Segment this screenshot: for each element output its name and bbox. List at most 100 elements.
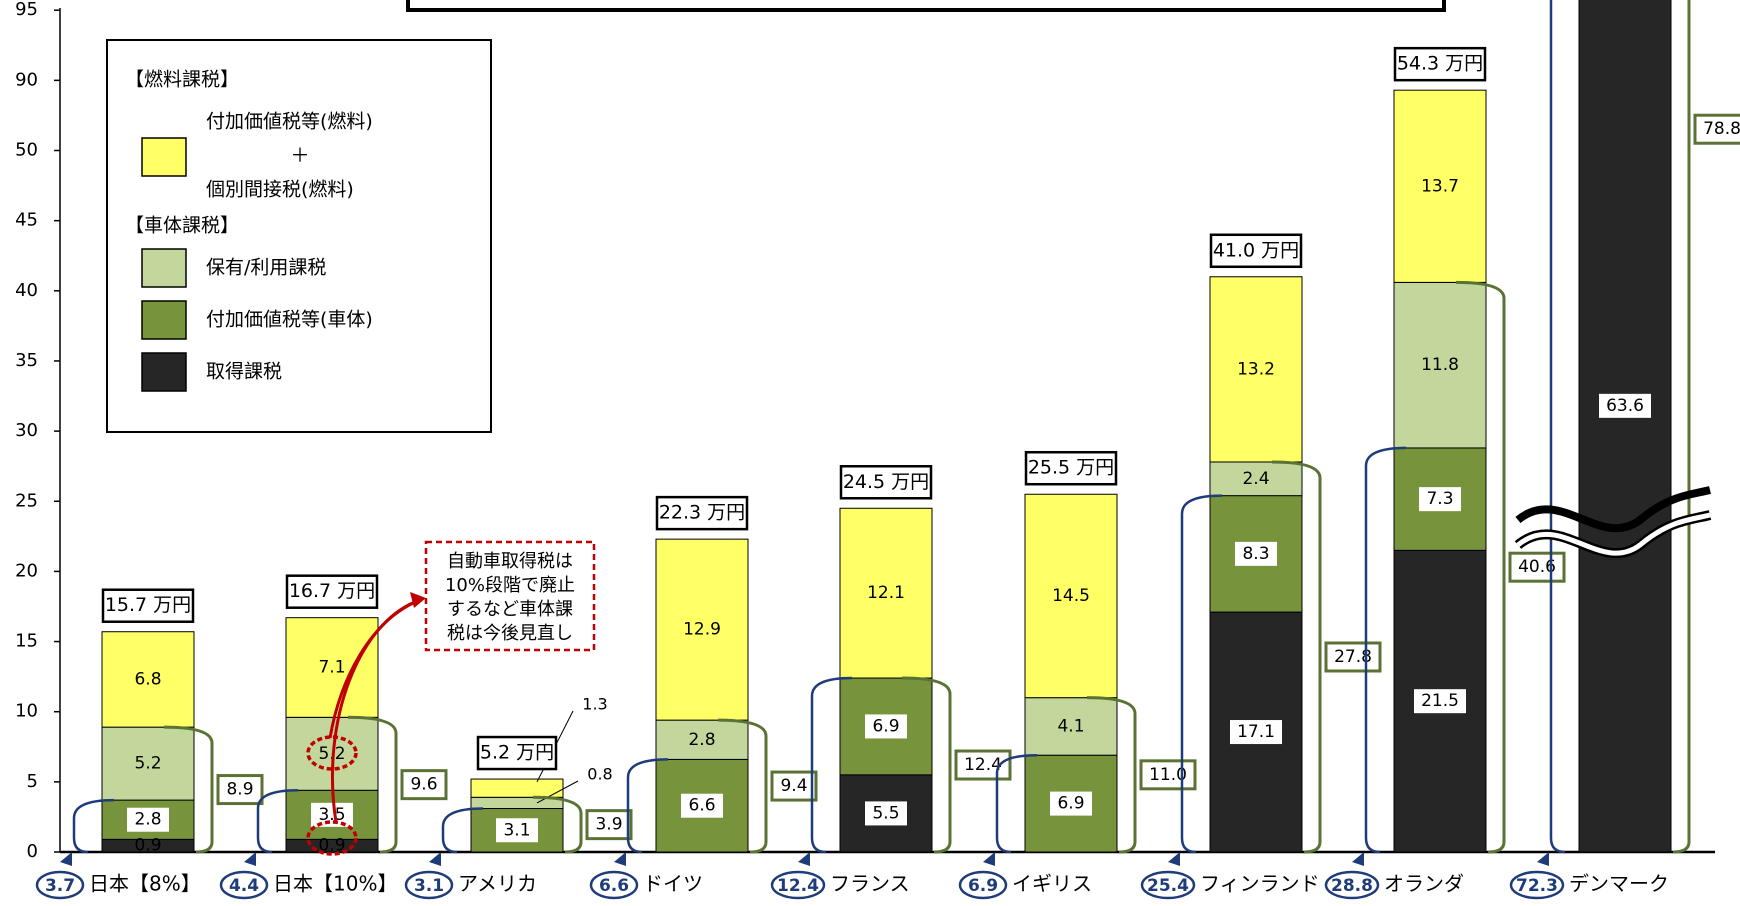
segment-label-bg xyxy=(127,807,169,832)
legend-swatch-own xyxy=(141,248,187,288)
total-label-box xyxy=(101,588,195,623)
x-label-prefix-circle xyxy=(35,870,85,900)
bar-segment-fuel xyxy=(101,631,195,728)
x-label-name: アメリカ xyxy=(458,872,537,896)
body-tax-label-box xyxy=(1508,551,1566,583)
leader-line xyxy=(536,780,579,804)
prefix-arrow xyxy=(60,852,72,866)
x-label-prefix: 3.1 xyxy=(414,876,444,896)
legend-label-fuel: 個別間接税(燃料) xyxy=(206,179,354,201)
segment-label: 13.7 xyxy=(1421,176,1459,196)
body-tax-label-box xyxy=(1139,759,1197,791)
x-label-name: イギリス xyxy=(1012,872,1092,896)
prefix-bracket xyxy=(995,753,1038,854)
body-tax-label: 8.9 xyxy=(226,780,253,800)
body-tax-bracket xyxy=(717,718,768,854)
prefix-arrow xyxy=(1537,852,1549,866)
segment-label: 13.2 xyxy=(1237,359,1275,379)
body-tax-label: 11.0 xyxy=(1149,765,1187,785)
bar-group-3: 6.6 2.8 12.9 22.3 万円 9.4 xyxy=(614,495,818,866)
x-label-prefix-circle xyxy=(1140,870,1196,900)
bar-group-2: 3.1 0.8 1.3 5.2 万円 3.9 xyxy=(429,695,633,866)
bar-group-1: 0.93.55.27.116.7 万円9.6 xyxy=(244,574,448,866)
body-tax-label-box xyxy=(216,774,264,806)
segment-label: 7.3 xyxy=(1426,489,1453,509)
x-label-prefix: 72.3 xyxy=(1516,876,1558,896)
segment-label: 63.6 xyxy=(1606,396,1644,416)
total-label-box xyxy=(285,574,379,609)
body-tax-label-box xyxy=(1324,641,1382,673)
segment-label: 0.9 xyxy=(318,836,345,856)
x-axis-labels: 3.7 日本【8%】 4.4 日本【10%】 3.1 アメリカ 6.6 ドイツ 12.4 フランス… xyxy=(35,870,1669,900)
y-tick-label: 95 xyxy=(15,0,38,20)
segment-label: 14.5 xyxy=(1052,586,1090,606)
axis-break-wave xyxy=(1514,486,1712,559)
bar-group-5: 6.9 4.1 14.5 25.5 万円 11.0 xyxy=(983,450,1197,866)
total-label-box xyxy=(655,495,749,531)
body-tax-bracket xyxy=(532,795,583,854)
segment-label: 1.3 xyxy=(582,695,607,714)
x-label-prefix-circle xyxy=(589,870,639,900)
x-label-prefix-circle xyxy=(404,870,454,900)
legend: 【燃料課税】付加価値税等(燃料) ＋ 個別間接税(燃料) 【車体課税】保有/利用課税付… xyxy=(106,39,492,433)
segment-label: 7.1 xyxy=(318,658,345,678)
x-label-prefix-circle xyxy=(1509,870,1565,900)
legend-group-header: 【車体課税】 xyxy=(125,215,239,237)
legend-swatch-vat xyxy=(141,300,187,340)
annotation-arrow xyxy=(331,598,421,823)
bar-group-4: 5.5 6.9 12.1 24.5 万円 12.4 xyxy=(798,465,1012,866)
body-tax-label-box xyxy=(770,770,818,802)
total-label: 25.5 万円 xyxy=(1028,457,1114,479)
bar-segment-fuel xyxy=(470,778,564,798)
y-tick-label: 5 xyxy=(27,771,38,792)
total-label-box xyxy=(1393,46,1487,82)
legend-label-acq: 取得課税 xyxy=(206,361,282,383)
legend-label-vat: 付加価値税等(車体) xyxy=(206,309,373,331)
segment-label: 8.3 xyxy=(1242,544,1269,564)
y-tick-label: 40 xyxy=(15,280,38,301)
segment-label: 2.8 xyxy=(688,730,715,750)
y-tick-label: 25 xyxy=(15,490,38,511)
segment-label-bg xyxy=(1230,720,1282,745)
total-label: 54.3 万円 xyxy=(1397,53,1483,75)
highlight-circle-own xyxy=(306,735,358,771)
bar-segment-fuel xyxy=(1209,276,1303,463)
highlight-circle-acq xyxy=(306,820,358,856)
x-label-name: オランダ xyxy=(1384,872,1464,896)
prefix-bracket xyxy=(1549,0,1566,854)
x-label-1: 4.4 日本【10%】 xyxy=(219,870,397,900)
total-label: 5.2 万円 xyxy=(480,742,554,764)
legend-swatch-fuel xyxy=(141,137,187,177)
body-tax-label: 9.6 xyxy=(410,775,437,795)
bar-segment-own xyxy=(1209,461,1303,497)
x-label-3: 6.6 ドイツ xyxy=(589,870,703,900)
x-label-prefix-circle xyxy=(958,870,1008,900)
body-tax-label-box xyxy=(585,809,633,841)
total-label: 16.7 万円 xyxy=(289,580,375,602)
y-tick-label: 45 xyxy=(15,210,38,231)
bar-segment-fuel xyxy=(1024,493,1118,699)
bar-group-7: 21.5 7.3 11.8 13.7 54.3 万円 40.6 xyxy=(1352,46,1566,866)
prefix-bracket xyxy=(1364,446,1407,854)
body-tax-label: 27.8 xyxy=(1334,647,1372,667)
bar-segment-fuel xyxy=(655,538,749,721)
y-tick-label: 15 xyxy=(15,631,38,652)
segment-label: 12.1 xyxy=(867,583,905,603)
prefix-arrow xyxy=(614,852,626,866)
x-label-2: 3.1 アメリカ xyxy=(404,870,537,900)
x-label-prefix: 28.8 xyxy=(1331,876,1373,896)
total-label: 24.5 万円 xyxy=(843,471,929,493)
x-label-4: 12.4 フランス xyxy=(770,870,910,900)
body-tax-label: 12.4 xyxy=(964,755,1002,775)
x-label-6: 25.4 フィンランド xyxy=(1140,870,1320,900)
segment-label-bg xyxy=(1414,689,1466,714)
segment-label: 6.8 xyxy=(134,669,161,689)
y-tick-label: 50 xyxy=(15,140,38,161)
x-label-prefix-circle xyxy=(770,870,826,900)
prefix-arrow xyxy=(1352,852,1364,866)
bar-segment-fuel xyxy=(285,617,379,718)
x-label-name: ドイツ xyxy=(643,872,703,896)
bar-segment-own xyxy=(1393,281,1487,449)
segment-label: 2.4 xyxy=(1242,469,1269,489)
body-tax-bracket xyxy=(1086,696,1137,854)
